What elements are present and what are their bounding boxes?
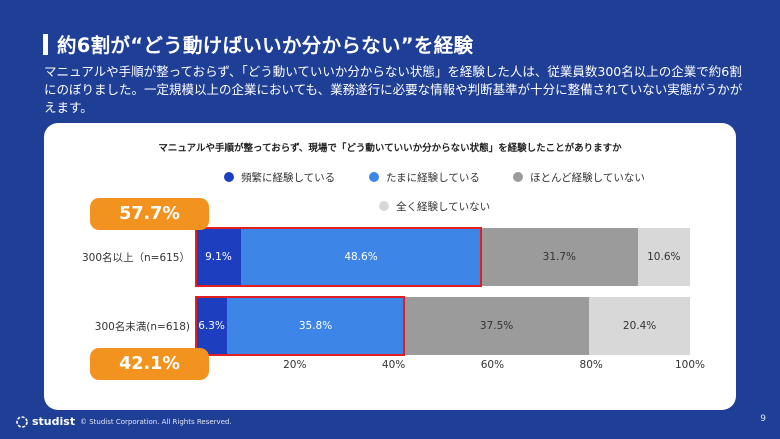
logo-text: studist [32, 415, 76, 428]
bar-value-label: 10.6% [647, 251, 681, 263]
bar-value-label: 37.5% [479, 320, 514, 332]
legend-item-never: 全く経験していない [379, 199, 490, 214]
title-accent-bar [43, 34, 48, 55]
legend-swatch [513, 172, 523, 182]
legend-swatch [379, 201, 389, 211]
bar-value-label: 31.7% [542, 251, 576, 263]
row-label-300plus: 300名以上（n=615） [81, 252, 190, 264]
bar-value-label: 20.4% [622, 320, 657, 332]
chart-title: マニュアルや手順が整っておらず、現場で「どう動いていいか分からない状態」を経験し… [158, 143, 622, 154]
bar-value-label: 6.3% [198, 320, 225, 332]
bar-segment-rarely: 31.7% [481, 228, 638, 286]
row-label-under300: 300名未満(n=618) [94, 321, 190, 333]
studist-logo-icon [16, 415, 28, 428]
bar-value-label: 48.6% [344, 251, 378, 263]
x-tick-label: 60% [480, 359, 505, 371]
legend-label: たまに経験している [386, 172, 480, 184]
bar-segment-never: 20.4% [589, 297, 690, 355]
legend-swatch [224, 172, 234, 182]
studist-logo: studist [16, 415, 75, 428]
legend-item-frequent: 頻繁に経験している [224, 170, 335, 185]
total-badge-300plus: 57.7% [90, 198, 209, 230]
legend-label: 頻繁に経験している [241, 172, 336, 184]
total-badge-under300: 42.1% [90, 348, 209, 380]
bar-segment-frequent: 9.1% [196, 228, 241, 286]
x-tick-label: 20% [283, 359, 307, 371]
x-tick-label: 100% [674, 359, 706, 371]
bar-value-label: 9.1% [205, 251, 232, 263]
page-title: 約6割が“どう動けばいいか分からない”を経験 [57, 34, 474, 57]
page-description: マニュアルや手順が整っておらず、「どう動いていいか分からない状態」を経験した人は… [44, 64, 743, 115]
highlight-box-300plus [195, 227, 483, 287]
highlight-box-under300 [195, 296, 405, 356]
bar-segment-never: 10.6% [637, 228, 690, 286]
bar-segment-rarely: 37.5% [403, 297, 590, 355]
legend-label: ほとんど経験していない [530, 172, 645, 184]
x-tick-label: 80% [579, 359, 603, 371]
bar-value-label: 35.8% [298, 320, 333, 332]
legend-item-sometimes: たまに経験している [369, 170, 480, 185]
bar-segment-frequent: 6.3% [196, 297, 228, 355]
page-number: 9 [760, 414, 766, 424]
x-tick-label: 40% [381, 359, 406, 371]
legend-item-rarely: ほとんど経験していない [513, 170, 645, 185]
bar-segment-sometimes: 48.6% [240, 228, 482, 286]
copyright-text: © Studist Corporation. All Rights Reserv… [80, 418, 232, 426]
legend-label: 全く経験していない [396, 201, 491, 213]
bar-segment-sometimes: 35.8% [227, 297, 404, 355]
legend-swatch [369, 172, 379, 182]
